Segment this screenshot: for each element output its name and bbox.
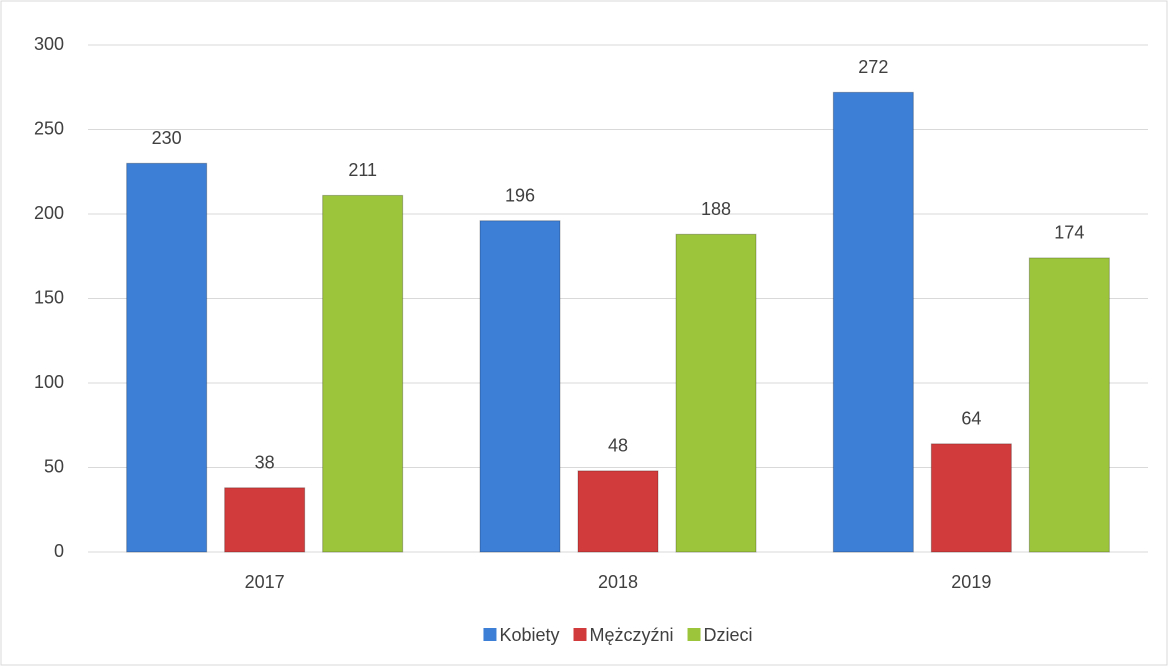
y-tick-label: 250 bbox=[34, 118, 64, 138]
y-tick-label: 50 bbox=[44, 456, 64, 476]
bar bbox=[479, 220, 561, 553]
bar bbox=[930, 443, 1012, 553]
data-label: 211 bbox=[348, 160, 377, 180]
bar bbox=[577, 470, 659, 553]
bar bbox=[675, 233, 757, 553]
bar bbox=[126, 162, 208, 553]
data-label: 38 bbox=[255, 453, 275, 473]
data-label: 272 bbox=[858, 57, 888, 77]
data-label: 188 bbox=[701, 199, 731, 219]
bar bbox=[322, 194, 404, 553]
y-tick-label: 300 bbox=[34, 34, 64, 54]
y-tick-label: 0 bbox=[54, 541, 64, 561]
legend-label: Kobiety bbox=[499, 625, 559, 645]
legend-swatch bbox=[573, 628, 587, 641]
y-tick-label: 150 bbox=[34, 287, 64, 307]
data-label: 174 bbox=[1054, 223, 1084, 243]
data-label: 230 bbox=[152, 128, 182, 148]
bar bbox=[1028, 257, 1110, 553]
x-tick-label: 2019 bbox=[951, 572, 991, 592]
legend-swatch bbox=[687, 628, 701, 641]
legend-label: Dzieci bbox=[704, 625, 753, 645]
data-label: 64 bbox=[961, 409, 981, 429]
bar bbox=[832, 91, 914, 553]
legend-swatch bbox=[483, 628, 497, 641]
data-label: 196 bbox=[505, 186, 535, 206]
x-tick-label: 2018 bbox=[598, 572, 638, 592]
x-tick-label: 2017 bbox=[245, 572, 285, 592]
y-tick-label: 100 bbox=[34, 372, 64, 392]
y-tick-label: 200 bbox=[34, 203, 64, 223]
legend-label: Mężczyźni bbox=[590, 625, 674, 645]
bar bbox=[224, 487, 306, 553]
data-label: 48 bbox=[608, 436, 628, 456]
